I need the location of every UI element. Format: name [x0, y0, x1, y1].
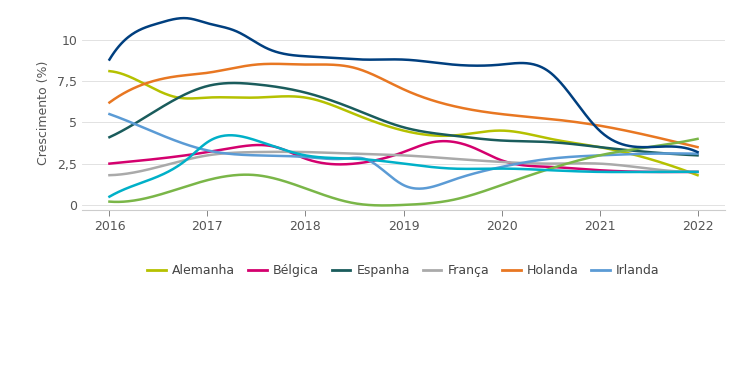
Legend: Alemanha, Bélgica, Espanha, França, Holanda, Irlanda: Alemanha, Bélgica, Espanha, França, Hola… [142, 259, 665, 282]
Y-axis label: Crescimento (%): Crescimento (%) [37, 60, 50, 165]
